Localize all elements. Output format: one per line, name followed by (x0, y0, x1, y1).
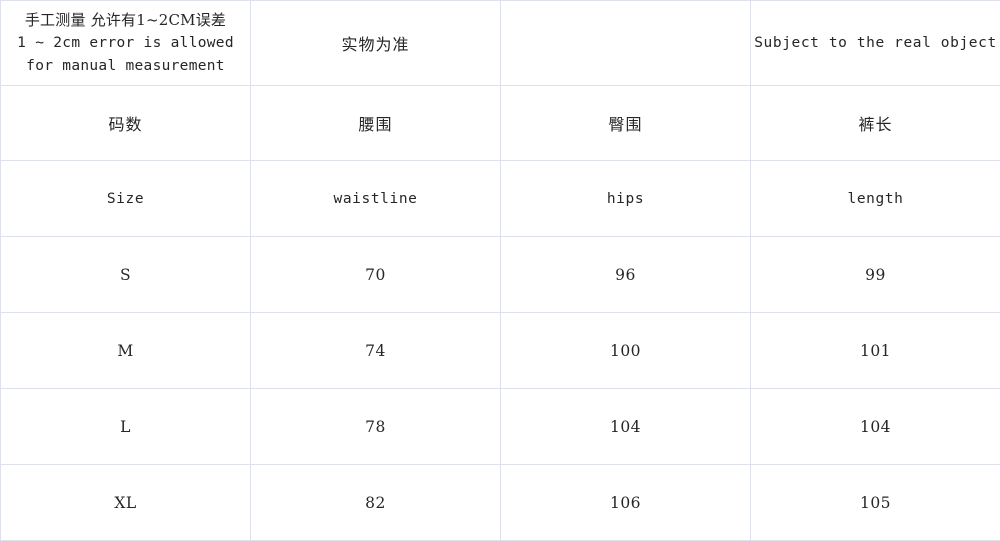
table-row: XL 82 106 105 (1, 465, 1000, 541)
cell-waistline-m: 74 (251, 313, 501, 389)
measurement-note-cell: 手工测量 允许有1~2CM误差 1 ~ 2cm error is allowed… (1, 1, 251, 86)
actual-object-en-cell: Subject to the real object (751, 1, 1000, 86)
cell-hips-l: 104 (501, 389, 751, 465)
header-en-waistline: waistline (251, 161, 501, 237)
table-row: S 70 96 99 (1, 237, 1000, 313)
cell-size-xl: XL (1, 465, 251, 541)
table-row-headers-en: Size waistline hips length (1, 161, 1000, 237)
header-cn-size: 码数 (1, 86, 251, 161)
header-en-hips: hips (501, 161, 751, 237)
measurement-note-en-line2: for manual measurement (7, 55, 244, 77)
cell-hips-m: 100 (501, 313, 751, 389)
cell-waistline-s: 70 (251, 237, 501, 313)
header-cn-hips: 臀围 (501, 86, 751, 161)
measurement-note-en-line1: 1 ~ 2cm error is allowed (7, 32, 244, 54)
cell-size-l: L (1, 389, 251, 465)
table-row: M 74 100 101 (1, 313, 1000, 389)
header-en-size: Size (1, 161, 251, 237)
cell-length-l: 104 (751, 389, 1000, 465)
cell-hips-xl: 106 (501, 465, 751, 541)
table-row-headers-cn: 码数 腰围 臀围 裤长 (1, 86, 1000, 161)
table-row-measurement-note: 手工测量 允许有1~2CM误差 1 ~ 2cm error is allowed… (1, 1, 1000, 86)
table-row: L 78 104 104 (1, 389, 1000, 465)
header-cn-length: 裤长 (751, 86, 1000, 161)
cell-length-m: 101 (751, 313, 1000, 389)
measurement-note-cn: 手工测量 允许有1~2CM误差 (7, 9, 244, 32)
cell-hips-s: 96 (501, 237, 751, 313)
cell-waistline-xl: 82 (251, 465, 501, 541)
empty-note-cell (501, 1, 751, 86)
cell-size-m: M (1, 313, 251, 389)
cell-size-s: S (1, 237, 251, 313)
actual-object-cn-cell: 实物为准 (251, 1, 501, 86)
cell-waistline-l: 78 (251, 389, 501, 465)
header-en-length: length (751, 161, 1000, 237)
cell-length-s: 99 (751, 237, 1000, 313)
cell-length-xl: 105 (751, 465, 1000, 541)
header-cn-waistline: 腰围 (251, 86, 501, 161)
